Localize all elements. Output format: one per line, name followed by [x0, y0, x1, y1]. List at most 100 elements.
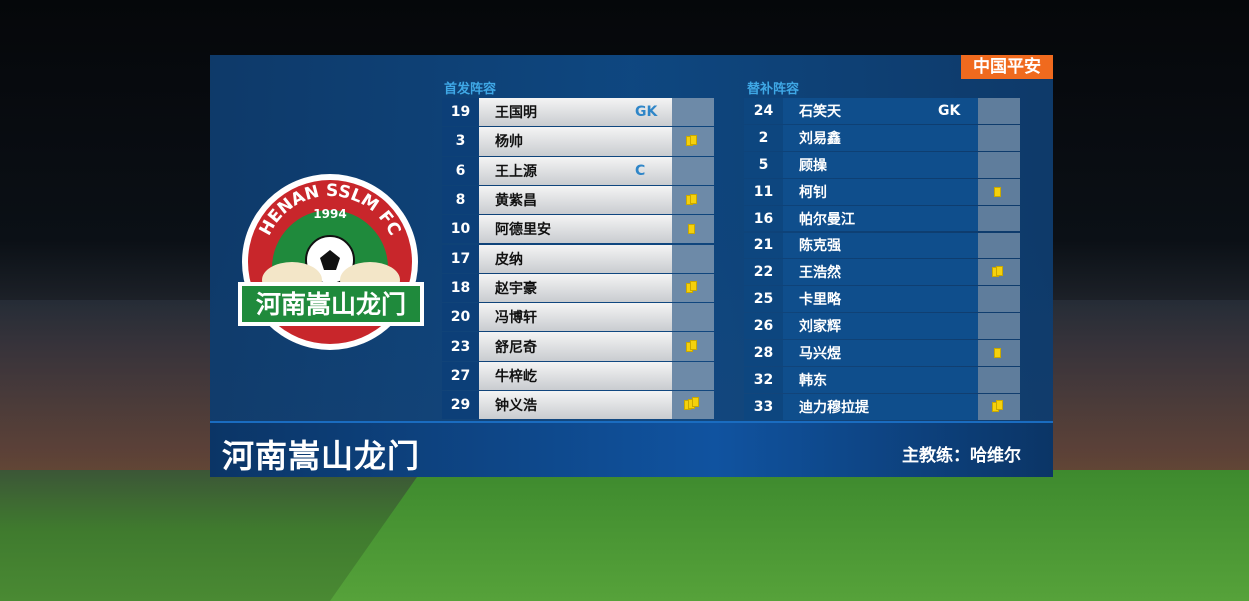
player-position: C [635, 162, 646, 179]
player-number: 32 [744, 367, 783, 393]
player-row: 33 迪力穆拉提 [744, 393, 1020, 420]
yellow-card-icon [692, 397, 699, 408]
player-name: 王浩然 [783, 259, 978, 286]
player-name: 石笑天 GK [783, 98, 978, 124]
player-position: GK [938, 102, 961, 119]
player-name-text: 牛梓屹 [495, 368, 537, 385]
player-row: 18 赵宇豪 [442, 273, 714, 303]
player-name: 皮纳 [479, 244, 672, 273]
player-number: 16 [744, 205, 783, 232]
yellow-card-icon [690, 340, 697, 351]
player-name-text: 卡里略 [799, 292, 841, 309]
player-name: 舒尼奇 [479, 332, 672, 361]
player-number: 17 [442, 244, 479, 273]
team-name: 河南嵩山龙门 [222, 437, 421, 475]
player-number: 20 [442, 303, 479, 332]
player-number: 19 [442, 98, 479, 127]
yellow-card-icon [996, 400, 1003, 411]
team-logo: HENAN SSLM FC 1994 河南嵩山龙门 [238, 174, 424, 350]
player-number: 3 [442, 127, 479, 156]
svg-text:1994: 1994 [313, 207, 346, 221]
player-name-text: 迪力穆拉提 [799, 399, 869, 416]
player-name-text: 黄紫昌 [495, 193, 537, 210]
player-number: 23 [442, 332, 479, 361]
player-name: 王国明 GK [479, 98, 672, 127]
player-row: 11 柯钊 [744, 178, 1020, 205]
sponsor-badge: 中国平安 [961, 55, 1053, 79]
card-cell [978, 313, 1020, 340]
starters-title: 首发阵容 [444, 82, 497, 97]
player-row: 32 韩东 [744, 367, 1020, 393]
player-name: 刘家辉 [783, 313, 978, 340]
player-name-text: 韩东 [799, 372, 827, 389]
player-row: 5 顾操 [744, 151, 1020, 178]
player-row: 20 冯博轩 [442, 303, 714, 332]
yellow-card-icon [690, 134, 697, 145]
card-cell [978, 286, 1020, 313]
card-cell [672, 273, 714, 303]
pitch [330, 470, 1249, 601]
card-cell [672, 391, 714, 420]
team-bar: 河南嵩山龙门 主教练：哈维尔 [210, 421, 1053, 477]
player-name: 阿德里安 [479, 215, 672, 244]
player-row: 21 陈克强 [744, 232, 1020, 259]
player-number: 22 [744, 259, 783, 286]
card-cell [672, 215, 714, 244]
player-number: 26 [744, 313, 783, 340]
player-row: 27 牛梓屹 [442, 361, 714, 390]
player-number: 5 [744, 151, 783, 178]
yellow-card-icon [996, 265, 1003, 276]
player-row: 29 钟义浩 [442, 391, 714, 420]
player-name: 迪力穆拉提 [783, 393, 978, 420]
player-name: 帕尔曼江 [783, 205, 978, 232]
player-name: 黄紫昌 [479, 185, 672, 215]
player-name: 王上源 C [479, 156, 672, 185]
card-cell [672, 185, 714, 215]
player-row: 3 杨帅 [442, 127, 714, 156]
yellow-card-icon [688, 224, 695, 235]
player-number: 2 [744, 124, 783, 151]
player-row: 23 舒尼奇 [442, 332, 714, 361]
subs-title: 替补阵容 [747, 82, 800, 97]
player-number: 29 [442, 391, 479, 420]
player-name-text: 舒尼奇 [495, 339, 537, 356]
player-name: 杨帅 [479, 127, 672, 156]
player-name-text: 皮纳 [495, 251, 523, 268]
player-number: 33 [744, 393, 783, 420]
card-cell [978, 367, 1020, 393]
player-name: 赵宇豪 [479, 273, 672, 303]
player-row: 17 皮纳 [442, 244, 714, 273]
player-row: 28 马兴煜 [744, 340, 1020, 366]
card-cell [978, 98, 1020, 124]
player-position: GK [635, 104, 658, 121]
yellow-card-icon [690, 281, 697, 292]
card-cell [672, 127, 714, 156]
player-row: 8 黄紫昌 [442, 185, 714, 215]
card-cell [978, 393, 1020, 420]
card-cell [672, 244, 714, 273]
player-number: 10 [442, 215, 479, 244]
player-name-text: 顾操 [799, 157, 827, 174]
svg-text:河南嵩山龙门: 河南嵩山龙门 [256, 290, 406, 319]
player-name: 顾操 [783, 151, 978, 178]
player-name: 钟义浩 [479, 391, 672, 420]
card-cell [672, 332, 714, 361]
card-cell [978, 124, 1020, 151]
player-name-text: 杨帅 [495, 134, 523, 151]
yellow-card-icon [994, 186, 1001, 197]
card-cell [978, 205, 1020, 232]
player-row: 19 王国明 GK [442, 98, 714, 127]
player-row: 16 帕尔曼江 [744, 205, 1020, 232]
player-row: 2 刘易鑫 [744, 124, 1020, 151]
card-cell [672, 361, 714, 390]
card-cell [978, 178, 1020, 205]
player-name-text: 柯钊 [799, 184, 827, 201]
player-number: 8 [442, 185, 479, 215]
player-row: 26 刘家辉 [744, 313, 1020, 340]
card-cell [978, 259, 1020, 286]
player-number: 11 [744, 178, 783, 205]
player-name-text: 帕尔曼江 [799, 211, 855, 228]
yellow-card-icon [690, 193, 697, 204]
player-number: 27 [442, 361, 479, 390]
player-row: 22 王浩然 [744, 259, 1020, 286]
